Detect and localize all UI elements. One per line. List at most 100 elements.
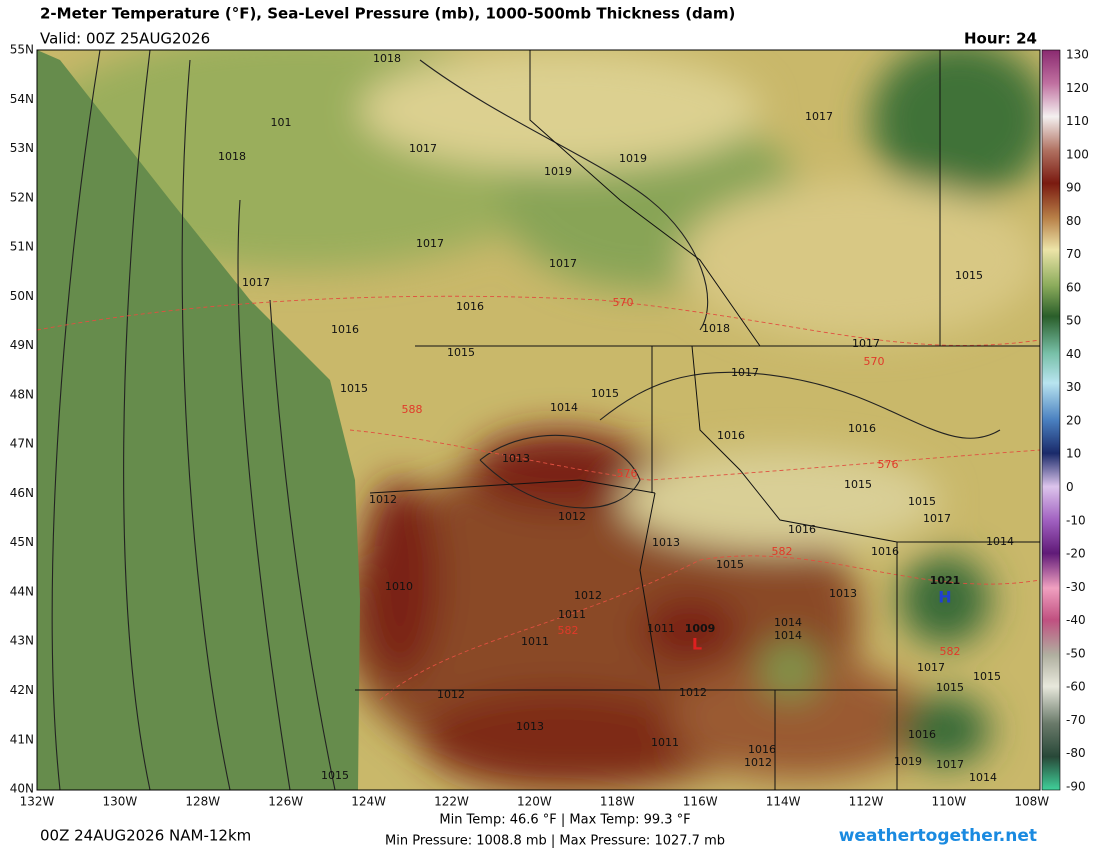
isobar-label: 1015 [908,495,936,508]
lon-label: 124W [351,795,386,809]
lon-label: 126W [268,795,303,809]
isobar-label: 1019 [619,152,647,165]
lat-label: 41N [10,732,34,746]
lat-label: 45N [10,535,34,549]
lon-label: 110W [932,795,967,809]
isobar-label: 1013 [502,452,530,465]
lon-label: 108W [1014,795,1049,809]
isobar-label: 1013 [652,536,680,549]
isobar-label: 1010 [385,580,413,593]
isobar-label: 1012 [679,686,707,699]
colorbar-label: 130 [1066,48,1089,62]
isobar-label: 1016 [748,743,776,756]
isobar-label: 1015 [973,670,1001,683]
isobar-label: 1011 [651,736,679,749]
forecast-hour: Hour: 24 [964,30,1037,48]
lat-label: 40N [10,782,34,796]
isobar-label: 1014 [774,616,802,629]
lon-label: 130W [103,795,138,809]
isobar-label: 1017 [936,758,964,771]
colorbar-label: 90 [1066,181,1081,195]
high-pressure: H [938,588,951,607]
temp-range: Min Temp: 46.6 °F | Max Temp: 99.3 °F [439,813,690,828]
lat-label: 48N [10,387,34,401]
model-run: 00Z 24AUG2026 NAM-12km [40,827,251,845]
lat-label: 55N [10,43,34,57]
isobar-label: 1017 [852,337,880,350]
colorbar-label: -90 [1066,779,1086,793]
isobar-label: 1011 [558,608,586,621]
isobar-label: 1009 [685,622,716,635]
thickness-label: 576 [617,467,638,480]
isobar-label: 1018 [218,150,246,163]
isobar-label: 1017 [416,237,444,250]
isobar-label: 1019 [544,165,572,178]
thickness-label: 570 [613,296,634,309]
isobar-label: 1015 [844,478,872,491]
isobar-label: 1012 [574,589,602,602]
valid-time: Valid: 00Z 25AUG2026 [40,30,210,48]
thickness-label: 582 [772,545,793,558]
lon-label: 112W [849,795,884,809]
lat-label: 42N [10,683,34,697]
colorbar-label: 80 [1066,214,1081,228]
lat-label: 51N [10,240,34,254]
colorbar-label: 100 [1066,147,1089,161]
thickness-label: 570 [864,355,885,368]
thickness-label: 582 [558,624,579,637]
lon-label: 128W [185,795,220,809]
map-frame [36,49,1041,791]
lon-label: 118W [600,795,635,809]
lon-label: 120W [517,795,552,809]
isobar-label: 1016 [331,323,359,336]
lon-label: 122W [434,795,469,809]
isobar-label: 1015 [340,382,368,395]
isobar-label: 1017 [242,276,270,289]
isobar-label: 1017 [805,110,833,123]
isobar-label: 1016 [848,422,876,435]
isobar-label: 1014 [986,535,1014,548]
isobar-label: 1017 [549,257,577,270]
colorbar-label: 40 [1066,347,1081,361]
colorbar-label: -20 [1066,547,1086,561]
title: 2-Meter Temperature (°F), Sea-Level Pres… [40,5,735,23]
colorbar-label: -80 [1066,746,1086,760]
colorbar-label: 30 [1066,380,1081,394]
isobar-label: 1013 [829,587,857,600]
isobar-label: 1017 [409,142,437,155]
isobar-label: 1015 [716,558,744,571]
colorbar-label: 60 [1066,280,1081,294]
isobar-label: 1015 [447,346,475,359]
colorbar-label: -40 [1066,613,1086,627]
lat-label: 49N [10,338,34,352]
isobar-label: 1021 [930,574,961,587]
isobar-label: 1016 [788,523,816,536]
colorbar [1041,49,1061,791]
isobar-label: 1016 [717,429,745,442]
lat-label: 47N [10,437,34,451]
colorbar-label: -50 [1066,646,1086,660]
site-link[interactable]: weathertogether.net [839,826,1037,846]
isobar-label: 101 [271,116,292,129]
colorbar-label: 10 [1066,447,1081,461]
isobar-label: 1017 [731,366,759,379]
lon-label: 132W [20,795,55,809]
isobar-label: 1012 [369,493,397,506]
lon-label: 116W [683,795,718,809]
colorbar-label: -10 [1066,513,1086,527]
isobar-label: 1015 [936,681,964,694]
map-field [37,50,1040,790]
isobar-label: 1016 [908,728,936,741]
isobar-label: 1016 [871,545,899,558]
isobar-label: 1012 [437,688,465,701]
colorbar-label: -60 [1066,680,1086,694]
isobar-label: 1014 [969,771,997,784]
isobar-label: 1012 [558,510,586,523]
colorbar-label: 120 [1066,81,1089,95]
low-pressure: L [692,635,702,654]
isobar-label: 1016 [456,300,484,313]
isobar-label: 1015 [321,769,349,782]
thickness-label: 588 [402,403,423,416]
isobar-label: 1014 [774,629,802,642]
colorbar-label: -70 [1066,713,1086,727]
